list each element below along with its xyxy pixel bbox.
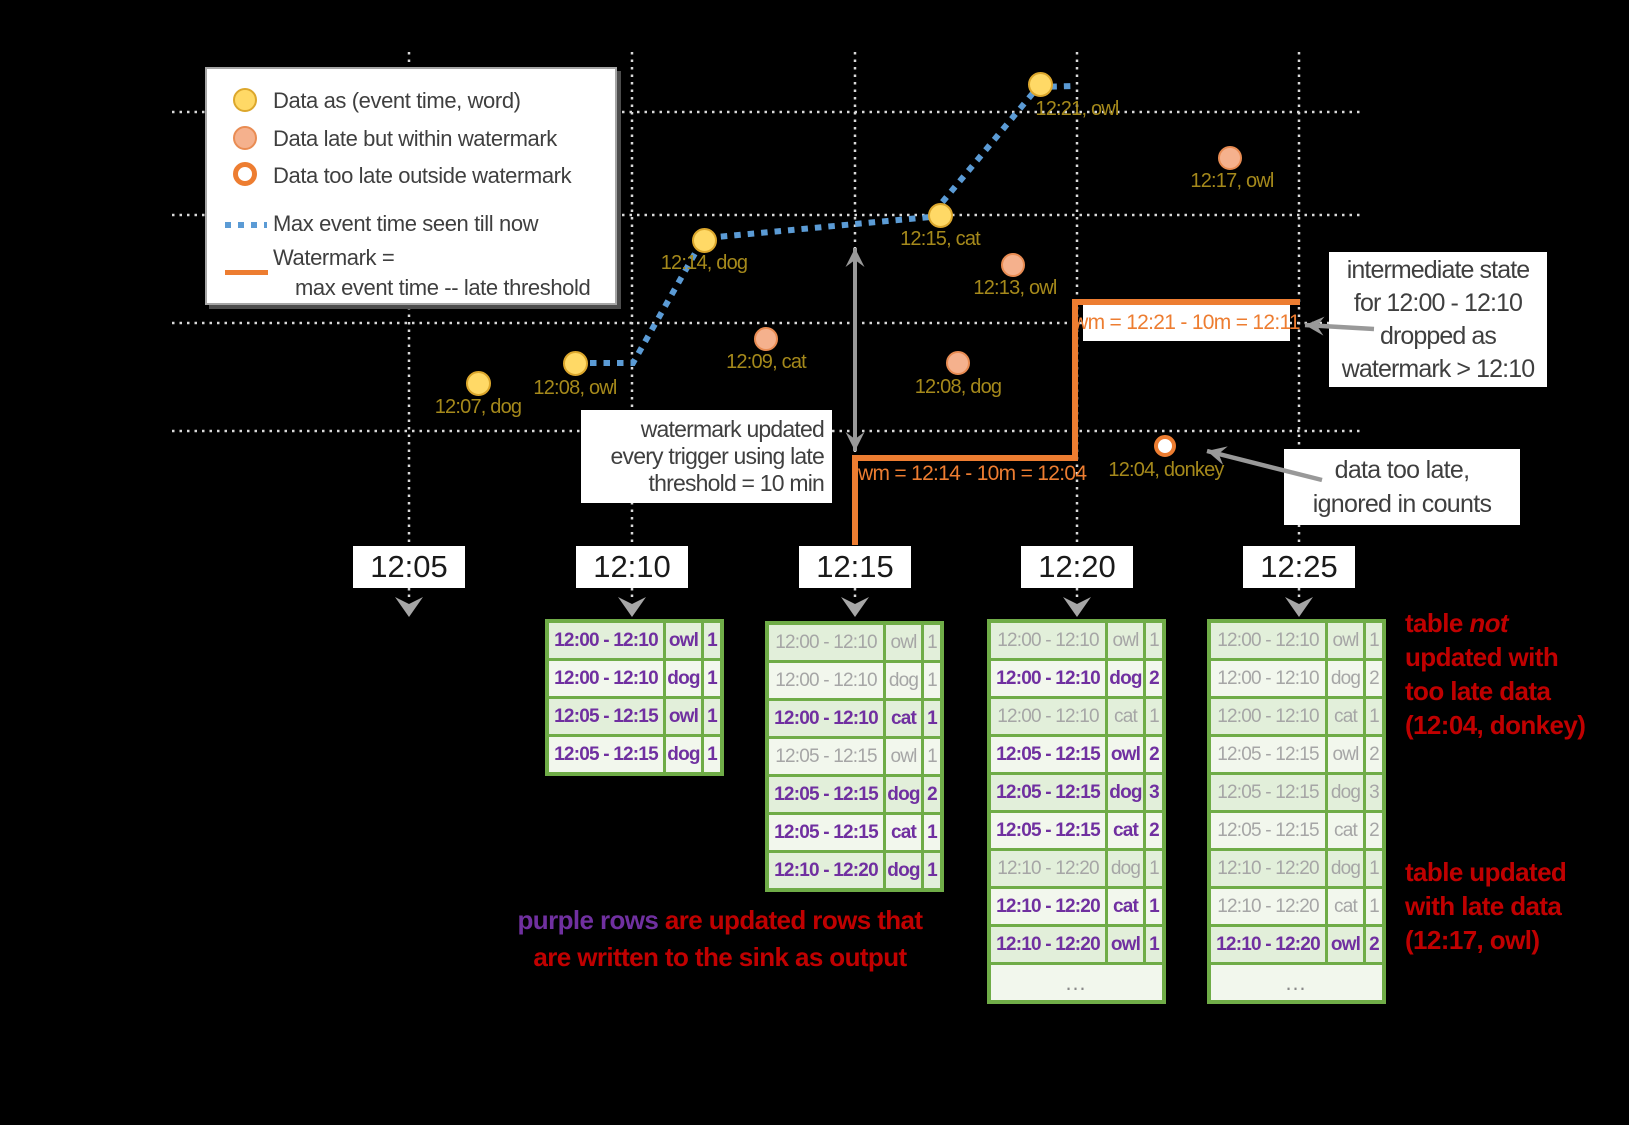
watermarking-diagram: Data as (event time, word) Data late but… bbox=[0, 0, 1629, 1125]
intermediate-note-arrow bbox=[1305, 325, 1374, 329]
annotation-arrows-layer bbox=[0, 0, 1629, 1125]
too-late-note-arrow bbox=[1207, 451, 1322, 480]
